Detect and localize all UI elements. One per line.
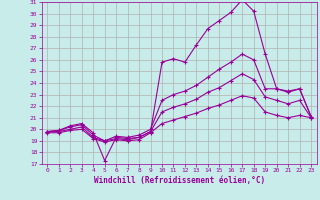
X-axis label: Windchill (Refroidissement éolien,°C): Windchill (Refroidissement éolien,°C) [94, 176, 265, 185]
